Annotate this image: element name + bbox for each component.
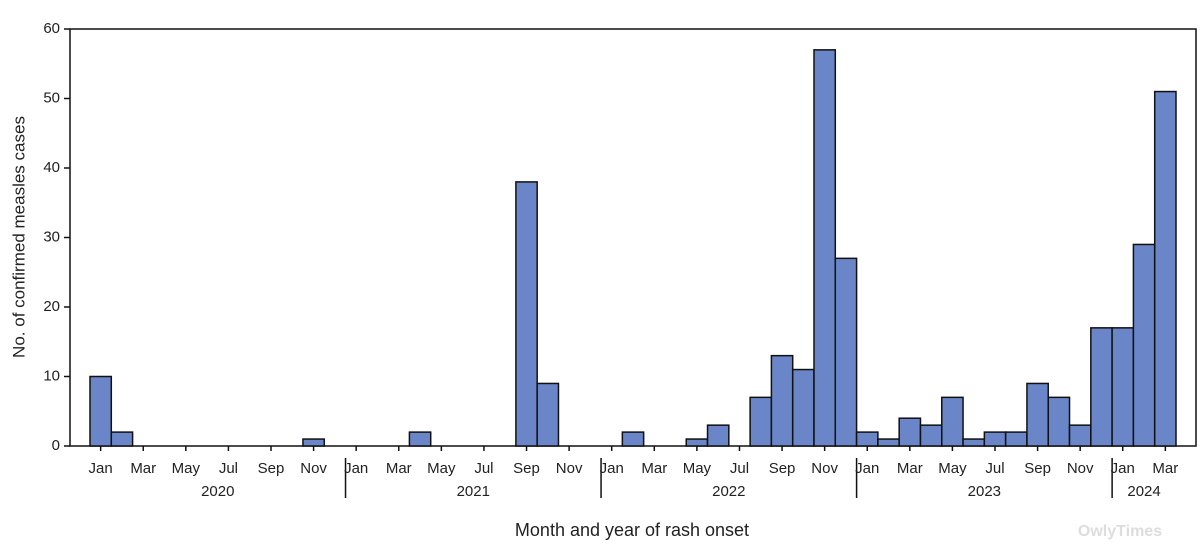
y-tick-label: 30 — [43, 228, 60, 245]
bar — [813, 49, 837, 447]
bar — [919, 424, 943, 447]
bar — [621, 431, 645, 447]
bar — [1111, 327, 1135, 447]
y-axis-label: No. of confirmed measles cases — [9, 116, 28, 358]
bar — [1047, 396, 1071, 447]
y-tick-label: 0 — [52, 437, 60, 454]
x-tick-label: Sep — [258, 460, 285, 477]
bar — [302, 438, 325, 447]
bar — [749, 396, 773, 447]
x-tick-label: Sep — [1024, 460, 1051, 477]
bar — [89, 375, 113, 447]
x-tick-label: Jan — [1111, 460, 1135, 477]
x-axis-label: Month and year of rash onset — [515, 520, 749, 540]
x-tick-label: Sep — [513, 460, 540, 477]
bar — [1090, 327, 1113, 447]
bar — [983, 431, 1007, 447]
x-tick-label: May — [683, 460, 712, 477]
x-tick-label: Jul — [985, 460, 1004, 477]
bar — [1004, 431, 1028, 447]
x-tick-label: Nov — [300, 460, 327, 477]
bar — [706, 424, 730, 447]
bar — [834, 257, 858, 447]
bar — [1132, 243, 1156, 447]
bar — [962, 438, 986, 447]
x-tick-label: Nov — [1067, 460, 1094, 477]
bar — [515, 181, 538, 447]
x-tick-label: Jul — [474, 460, 493, 477]
x-tick-label: Jul — [730, 460, 749, 477]
x-tick-label: Jul — [219, 460, 238, 477]
bar — [941, 396, 964, 447]
x-tick-label: Jan — [855, 460, 879, 477]
bar — [877, 438, 900, 447]
x-tick-label: Mar — [897, 460, 923, 477]
x-tick-label: Jan — [344, 460, 368, 477]
x-tick-label: May — [938, 460, 967, 477]
bar — [1026, 382, 1049, 447]
x-tick-label: Nov — [811, 460, 838, 477]
year-label: 2021 — [457, 483, 490, 500]
bar — [770, 354, 794, 447]
x-tick-label: Nov — [556, 460, 583, 477]
y-tick-label: 40 — [43, 159, 60, 176]
year-label: 2024 — [1127, 483, 1160, 500]
bar — [536, 382, 560, 447]
bar — [685, 438, 709, 447]
bar — [898, 417, 922, 447]
x-tick-label: Jan — [89, 460, 113, 477]
bar — [1068, 424, 1092, 447]
year-label: 2020 — [201, 483, 234, 500]
x-tick-label: Sep — [769, 460, 796, 477]
bar — [1153, 90, 1177, 447]
x-tick-label: Mar — [130, 460, 156, 477]
y-tick-label: 10 — [43, 367, 60, 384]
bar — [408, 431, 432, 447]
year-label: 2023 — [968, 483, 1001, 500]
watermark: OwlyTimes — [1078, 523, 1162, 540]
x-tick-label: Mar — [641, 460, 667, 477]
bar — [791, 368, 815, 447]
x-tick-label: Jan — [600, 460, 624, 477]
x-tick-label: Mar — [386, 460, 412, 477]
bar — [855, 431, 879, 447]
y-tick-label: 60 — [43, 20, 60, 37]
year-label: 2022 — [712, 483, 745, 500]
x-tick-label: May — [427, 460, 456, 477]
y-tick-label: 50 — [43, 89, 60, 106]
x-tick-label: Mar — [1152, 460, 1178, 477]
x-tick-label: May — [172, 460, 201, 477]
bar — [110, 431, 134, 447]
y-tick-label: 20 — [43, 298, 60, 315]
